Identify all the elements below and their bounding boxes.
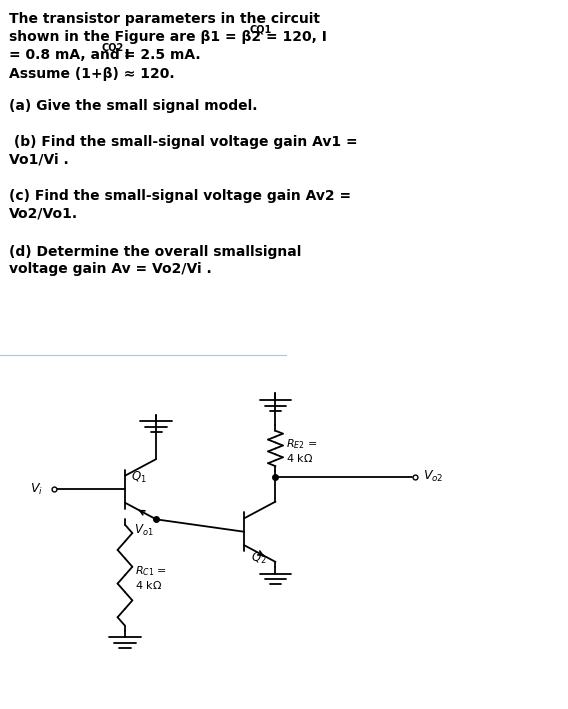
Text: $V_i$: $V_i$ <box>30 481 43 497</box>
Text: (c) Find the small-signal voltage gain Av2 =: (c) Find the small-signal voltage gain A… <box>9 189 350 203</box>
Text: Vo2/Vo1.: Vo2/Vo1. <box>9 206 78 220</box>
Text: $R_{C1}$ =: $R_{C1}$ = <box>135 564 168 578</box>
Text: = 0.8 mA, and I: = 0.8 mA, and I <box>9 48 130 62</box>
Text: $V_{o1}$: $V_{o1}$ <box>134 523 153 538</box>
Text: = 2.5 mA.: = 2.5 mA. <box>119 48 200 62</box>
Text: $Q_2$: $Q_2$ <box>251 552 267 566</box>
Text: $Q_1$: $Q_1$ <box>131 470 147 485</box>
Text: 4 k$\Omega$: 4 k$\Omega$ <box>286 452 313 464</box>
Text: 4 k$\Omega$: 4 k$\Omega$ <box>135 579 162 591</box>
Text: The transistor parameters in the circuit: The transistor parameters in the circuit <box>9 13 320 26</box>
Text: $R_{E2}$ =: $R_{E2}$ = <box>286 437 318 451</box>
Text: shown in the Figure are β1 = β2 = 120, I: shown in the Figure are β1 = β2 = 120, I <box>9 30 327 44</box>
Text: CQ1: CQ1 <box>250 25 272 35</box>
Text: CQ2: CQ2 <box>102 43 124 52</box>
Text: (b) Find the small-signal voltage gain Av1 =: (b) Find the small-signal voltage gain A… <box>9 135 357 149</box>
Text: (a) Give the small signal model.: (a) Give the small signal model. <box>9 99 257 113</box>
Text: voltage gain Av = Vo2/Vi .: voltage gain Av = Vo2/Vi . <box>9 262 211 277</box>
Text: Vo1/Vi .: Vo1/Vi . <box>9 152 68 167</box>
Text: (d) Determine the overall smallsignal: (d) Determine the overall smallsignal <box>9 245 301 259</box>
Text: Assume (1+β) ≈ 120.: Assume (1+β) ≈ 120. <box>9 67 174 82</box>
Text: $V_{o2}$: $V_{o2}$ <box>423 469 444 484</box>
